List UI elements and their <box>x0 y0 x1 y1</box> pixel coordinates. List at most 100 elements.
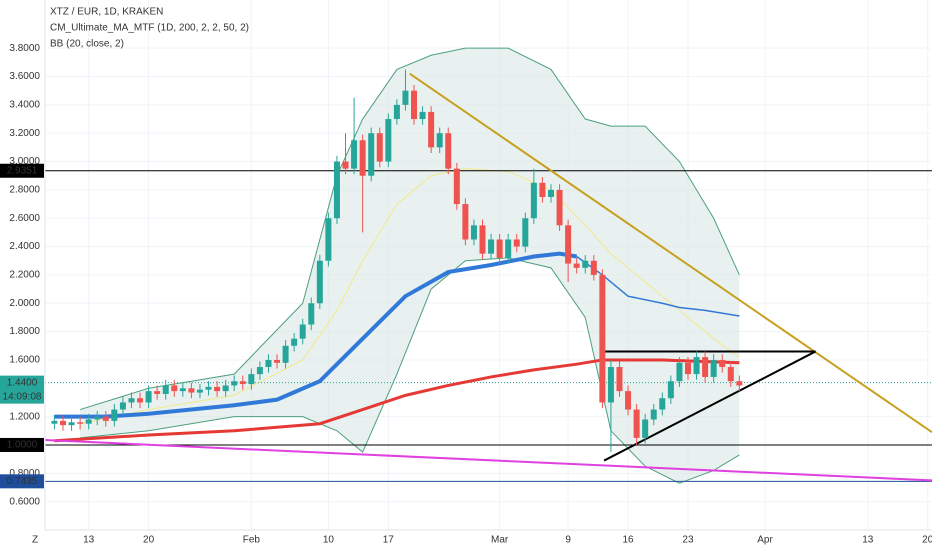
candle-body <box>453 168 460 205</box>
y-tick-label: 0.6000 <box>9 496 40 507</box>
candle-body <box>402 90 409 105</box>
candle-body <box>214 386 221 392</box>
candle-body <box>248 374 255 385</box>
candle-body <box>436 133 443 148</box>
candle-body <box>119 402 126 410</box>
candle-body <box>590 260 597 275</box>
candle-body <box>256 367 263 375</box>
candle-body <box>470 225 477 240</box>
countdown-label: 14:09:08 <box>3 391 42 402</box>
candle-body <box>530 182 537 219</box>
candle-body <box>445 133 452 169</box>
candle-body <box>111 409 118 421</box>
candle-body <box>333 161 340 219</box>
indicator-line <box>54 251 578 419</box>
candle-body <box>239 381 246 385</box>
y-tick-label: 0.8000 <box>9 468 40 479</box>
candle-body <box>85 419 92 424</box>
candle-body <box>231 381 238 386</box>
indicator-line <box>80 257 740 484</box>
indicator-line <box>79 47 740 411</box>
x-tick-label: Apr <box>757 535 773 546</box>
x-tick-label: 13 <box>862 535 874 546</box>
candle-body <box>496 239 503 258</box>
candle-body <box>565 225 572 264</box>
candle-body <box>342 161 349 169</box>
candle-body <box>548 189 555 197</box>
last-price-box <box>0 375 44 404</box>
candle-body <box>351 140 358 169</box>
candle-body <box>633 409 640 438</box>
y-tick-label: 3.2000 <box>9 128 40 139</box>
level-label: 1.0000 <box>7 440 38 451</box>
candle-body <box>599 274 606 403</box>
indicator-line <box>603 350 817 462</box>
candle-body <box>128 398 135 403</box>
y-tick-label: 2.0000 <box>9 298 40 309</box>
candle-body <box>625 391 632 410</box>
y-tick-label: 2.2000 <box>9 270 40 281</box>
indicator-label: CM_Ultimate_MA_MTF (1D, 200, 2, 2, 50, 2… <box>50 23 249 34</box>
indicator-line <box>409 72 932 434</box>
y-tick-label: 3.8000 <box>9 43 40 54</box>
candle-body <box>59 420 66 426</box>
x-tick-label: 17 <box>383 535 395 546</box>
candle-body <box>642 419 649 438</box>
candle-body <box>316 260 323 304</box>
candle-body <box>265 359 272 368</box>
candle-body <box>693 357 700 375</box>
indicator-label: BB (20, close, 2) <box>50 39 124 50</box>
plot-area <box>44 0 932 530</box>
level-label-box <box>0 474 44 489</box>
candle-body <box>299 324 306 339</box>
x-tick-label: Mar <box>491 535 509 546</box>
candle-body <box>505 239 512 258</box>
x-tick-label: 23 <box>682 535 694 546</box>
candle-body <box>205 386 212 390</box>
candle-body <box>196 389 203 393</box>
candle-body <box>522 218 529 247</box>
candle-body <box>582 260 589 268</box>
y-tick-label: 1.6000 <box>9 355 40 366</box>
candle-body <box>539 182 546 197</box>
candle-body <box>179 388 186 392</box>
candle-body <box>368 133 375 176</box>
candle-body <box>462 204 469 240</box>
candle-body <box>393 104 400 120</box>
y-tick-label: 1.2000 <box>9 411 40 422</box>
candle-body <box>659 398 666 410</box>
candle-body <box>162 385 169 394</box>
candle-body <box>650 409 657 420</box>
x-tick-label: Feb <box>243 535 261 546</box>
level-label-box <box>0 437 44 452</box>
candle-body <box>154 391 161 394</box>
level-label: 2.9351 <box>7 165 38 176</box>
candle-body <box>291 338 298 346</box>
candle-body <box>68 422 75 426</box>
x-tick-label: 9 <box>565 535 571 546</box>
candle-body <box>684 362 691 375</box>
candle-body <box>325 218 332 261</box>
y-tick-label: 2.6000 <box>9 213 40 224</box>
candle-body <box>479 225 486 254</box>
candle-body <box>171 385 178 392</box>
candle-body <box>376 133 383 162</box>
x-tick-label: 20 <box>922 535 932 546</box>
candle-body <box>667 381 674 399</box>
candle-body <box>77 422 84 424</box>
candle-body <box>702 357 709 377</box>
x-tick-label: 13 <box>83 535 95 546</box>
y-tick-label: 3.0000 <box>9 156 40 167</box>
y-tick-label: 2.4000 <box>9 241 40 252</box>
indicator-line <box>80 168 740 425</box>
indicator-line <box>44 439 932 482</box>
candle-body <box>308 303 315 325</box>
candle-body <box>556 189 563 226</box>
candle-body <box>274 359 281 363</box>
candle-body <box>607 367 614 403</box>
candle-body <box>736 381 743 386</box>
level-label: 0.7435 <box>7 476 38 487</box>
candle-body <box>719 359 726 368</box>
y-tick-label: 1.8000 <box>9 326 40 337</box>
